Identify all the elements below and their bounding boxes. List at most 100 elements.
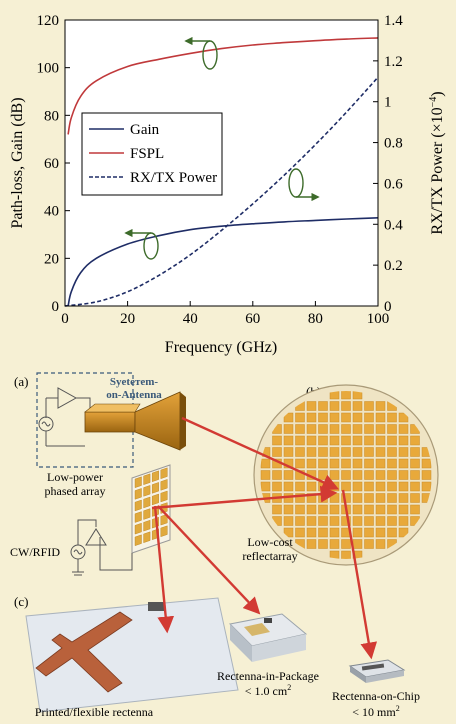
- soa-label-line1: Syeteтem-: [110, 376, 158, 388]
- reflectarray-cell: [329, 435, 340, 446]
- reflectarray-cell: [283, 481, 294, 492]
- panel-label-a: (a): [14, 374, 28, 389]
- chart-series-lines: [64, 37, 379, 307]
- reflectarray-cell: [272, 447, 282, 457]
- reflectarray-cell: [318, 516, 328, 526]
- phased-array-element: [134, 511, 142, 523]
- printed-antenna-trace: [35, 611, 133, 693]
- legend-label-power: RX/TX Power: [130, 170, 217, 186]
- plot-frame: [64, 19, 379, 307]
- package-label-line2: < 1.0 cm2: [245, 683, 291, 698]
- reflectarray-cell: [398, 458, 409, 469]
- reflectarray-cell: [306, 539, 317, 549]
- reflectarray-cell: [398, 470, 409, 480]
- reflectarray-cell: [352, 493, 363, 503]
- reflectarray-cell: [352, 481, 363, 492]
- reflectarray-cell: [375, 458, 386, 469]
- reflectarray-cell: [272, 504, 282, 515]
- reflectarray-cell: [272, 435, 282, 446]
- series-line-fspl: [67, 37, 379, 135]
- printed-rectenna: Printed/flexible rectenna: [25, 597, 239, 719]
- reflectarray-cell: [329, 504, 340, 515]
- x-axis-title: Frequency (GHz): [165, 339, 277, 356]
- reflectarray-cell: [318, 539, 328, 549]
- arrow-horn-to-reflectarray: [181, 416, 340, 491]
- reflectarray-cell: [375, 401, 386, 411]
- reflectarray-cell: [329, 458, 340, 469]
- reflectarray-cell: [387, 435, 397, 446]
- phased-array-element: [160, 490, 168, 503]
- phased-amplifier-icon: [85, 528, 107, 546]
- reflectarray-cell: [364, 412, 374, 423]
- reflectarray-cell: [364, 424, 374, 434]
- reflectarray-cell: [352, 527, 363, 538]
- package-label-line1: Rectenna-in-Package: [217, 669, 319, 683]
- reflectarray-cell: [387, 447, 397, 457]
- reflectarray-cell: [375, 470, 386, 480]
- reflectarray-cell: [387, 424, 397, 434]
- link-arrows: [151, 416, 378, 660]
- package-size-sup: 2: [287, 683, 291, 692]
- chart-legend: Gain FSPL RX/TX Power: [81, 112, 223, 196]
- rectenna-in-package: Rectenna-in-Package < 1.0 cm2: [217, 613, 319, 698]
- reflectarray-cell: [341, 447, 351, 457]
- phased-label-line2: phased array: [45, 484, 106, 498]
- reflectarray-cell: [329, 391, 340, 400]
- phased-array-element: [160, 479, 168, 491]
- chip-size-text: < 10 mm: [352, 705, 396, 719]
- phased-label-line1: Low-power: [47, 470, 103, 484]
- reflectarray-cell: [352, 516, 363, 526]
- reflectarray-cell: [306, 527, 317, 538]
- chip-size-sup: 2: [396, 704, 400, 713]
- reflectarray-cell: [410, 435, 420, 446]
- phased-array-element: [143, 531, 151, 543]
- tick-marks: [64, 19, 379, 307]
- reflectarray-cell: [260, 458, 271, 469]
- reflectarray-cell: [318, 527, 328, 538]
- reflectarray-cell: [341, 481, 351, 492]
- y-left-tick-label: 40: [44, 204, 59, 220]
- reflectarray-cell: [306, 481, 317, 492]
- reflectarray-cell: [410, 470, 420, 480]
- reflectarray-cell: [398, 447, 409, 457]
- axis-indicator-fspl: [184, 36, 218, 70]
- reflectarray-cell: [410, 458, 420, 469]
- reflectarray-cell: [329, 550, 340, 559]
- reflectarray-cell: [352, 401, 363, 411]
- reflectarray-cell: [387, 470, 397, 480]
- package-antenna: [244, 623, 270, 636]
- reflect-label-line2: reflectarray: [242, 549, 297, 563]
- reflectarray-cell: [283, 470, 294, 480]
- reflectarray-cell: [387, 458, 397, 469]
- reflectarray-cell: [375, 493, 386, 503]
- reflectarray-cell: [375, 435, 386, 446]
- reflectarray-cell: [260, 481, 271, 492]
- phased-array-element: [134, 488, 142, 500]
- reflectarray-cells: [260, 391, 432, 559]
- reflectarray-cell: [272, 470, 282, 480]
- reflectarray-cell: [375, 516, 386, 526]
- reflectarray-cell: [410, 447, 420, 457]
- reflectarray-cell: [341, 412, 351, 423]
- right-axis-title-close: ): [429, 91, 446, 96]
- reflectarray-cell: [283, 412, 294, 423]
- reflectarray-cell: [295, 447, 305, 457]
- reflectarray-cell: [352, 435, 363, 446]
- reflectarray-cell: [341, 550, 351, 559]
- chip-label-line1: Rectenna-on-Chip: [332, 689, 420, 703]
- phased-array-element: [143, 473, 151, 485]
- reflectarray-cell: [375, 447, 386, 457]
- reflectarray-cell: [387, 527, 397, 538]
- reflectarray-cell: [364, 481, 374, 492]
- left-axis-title: Path-loss, Gain (dB): [9, 97, 26, 228]
- arrow-array-to-reflectarray: [151, 485, 338, 510]
- reflectarray-cell: [318, 447, 328, 457]
- reflectarray-cell: [283, 447, 294, 457]
- reflectarray-cell: [421, 470, 432, 480]
- reflectarray-cell: [318, 412, 328, 423]
- reflectarray-cell: [295, 424, 305, 434]
- reflectarray-cell: [329, 470, 340, 480]
- cw-rfid-label: CW/RFID: [10, 545, 60, 559]
- rectifier-chip: [148, 602, 164, 611]
- reflectarray-cell: [398, 412, 409, 423]
